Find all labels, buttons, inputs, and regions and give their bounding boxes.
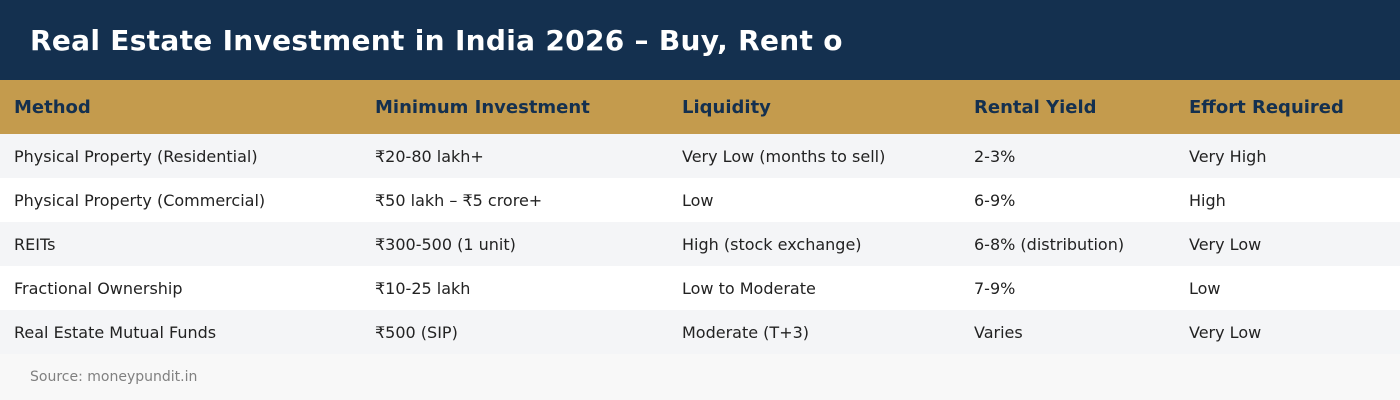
cell-liquidity: High (stock exchange) [682,234,862,254]
page-title: Real Estate Investment in India 2026 – B… [30,23,843,57]
cell-method: Physical Property (Commercial) [14,190,266,210]
cell-method: REITs [14,234,56,254]
cell-method: Physical Property (Residential) [14,146,258,166]
cell-rental-yield: 7-9% [974,278,1016,298]
cell-effort-required: Very Low [1189,234,1262,254]
cell-liquidity: Very Low (months to sell) [682,146,886,166]
cell-effort-required: Very High [1189,146,1267,166]
table-row: REITs ₹300-500 (1 unit) High (stock exch… [0,222,1400,266]
source-credit: Source: moneypundit.in [30,369,198,385]
comparison-table: Method Minimum Investment Liquidity Rent… [0,80,1400,354]
cell-minimum-investment: ₹300-500 (1 unit) [375,234,516,254]
cell-liquidity: Low to Moderate [682,278,816,298]
cell-effort-required: Very Low [1189,322,1262,342]
cell-effort-required: High [1189,190,1226,210]
table-row: Physical Property (Residential) ₹20-80 l… [0,134,1400,178]
cell-minimum-investment: ₹10-25 lakh [375,278,471,298]
cell-liquidity: Low [682,190,714,210]
column-header-method: Method [14,96,91,118]
column-header-rental-yield: Rental Yield [974,96,1097,118]
cell-minimum-investment: ₹50 lakh – ₹5 crore+ [375,190,543,210]
cell-minimum-investment: ₹500 (SIP) [375,322,458,342]
cell-method: Fractional Ownership [14,278,183,298]
title-bar: Real Estate Investment in India 2026 – B… [0,0,1400,80]
table-row: Fractional Ownership ₹10-25 lakh Low to … [0,266,1400,310]
table-header-row: Method Minimum Investment Liquidity Rent… [0,80,1400,134]
cell-rental-yield: 6-9% [974,190,1016,210]
cell-method: Real Estate Mutual Funds [14,322,217,342]
cell-minimum-investment: ₹20-80 lakh+ [375,146,484,166]
column-header-liquidity: Liquidity [682,96,771,118]
cell-effort-required: Low [1189,278,1221,298]
cell-rental-yield: 6-8% (distribution) [974,234,1125,254]
source-footer: Source: moneypundit.in [0,354,1400,400]
cell-rental-yield: 2-3% [974,146,1016,166]
cell-liquidity: Moderate (T+3) [682,322,810,342]
column-header-effort-required: Effort Required [1189,96,1344,118]
cell-rental-yield: Varies [974,322,1023,342]
column-header-minimum-investment: Minimum Investment [375,96,590,118]
table-row: Physical Property (Commercial) ₹50 lakh … [0,178,1400,222]
table-row: Real Estate Mutual Funds ₹500 (SIP) Mode… [0,310,1400,354]
